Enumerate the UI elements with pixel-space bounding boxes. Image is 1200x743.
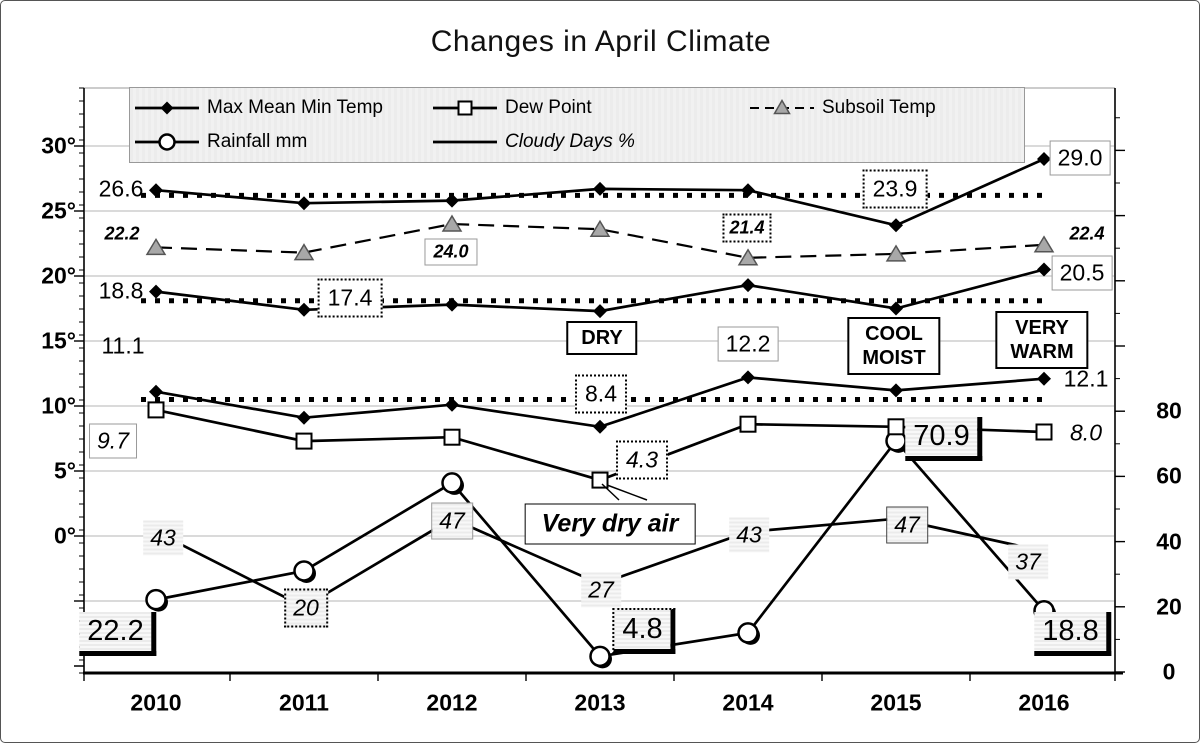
diamond-marker — [1037, 371, 1051, 386]
legend-item-label: Subsoil Temp — [822, 97, 936, 118]
square-marker — [147, 401, 165, 419]
square-marker — [295, 432, 313, 450]
triangle-marker — [293, 243, 315, 261]
series-line-cloudy-days- — [155, 517, 1045, 609]
legend-item-max-mean-min-temp: Max Mean Min Temp — [135, 96, 383, 120]
legend-item-rainfall-mm: Rainfall mm — [135, 130, 307, 154]
diamond-marker — [741, 278, 755, 293]
square-marker — [887, 418, 905, 436]
legend-item-subsoil-temp: Subsoil Temp — [750, 96, 936, 120]
circle-marker — [145, 588, 167, 611]
diamond-marker — [889, 383, 903, 398]
diamond-marker — [445, 193, 459, 208]
diamond-marker — [297, 410, 311, 425]
diamond-marker — [149, 183, 163, 198]
circle-marker — [441, 472, 463, 494]
diamond-marker — [297, 302, 311, 317]
triangle-marker — [441, 214, 463, 232]
legend-item-cloudy-days-: Cloudy Days % — [433, 130, 635, 154]
series-line-min-temp — [155, 376, 1045, 429]
diamond-marker — [1037, 262, 1051, 277]
diamond-legend-icon — [135, 101, 199, 115]
square-legend-icon — [433, 100, 497, 116]
circle-marker — [1033, 599, 1055, 622]
square-marker — [1035, 423, 1053, 441]
diamond-marker — [445, 297, 459, 312]
line-legend-icon — [433, 140, 497, 144]
legend-item-label: Dew Point — [505, 97, 592, 118]
legend-item-label: Max Mean Min Temp — [207, 97, 383, 118]
diamond-marker — [149, 284, 163, 299]
square-marker — [591, 471, 609, 489]
diamond-marker — [741, 183, 755, 198]
triangle-marker — [885, 244, 907, 262]
chart-legend: Max Mean Min Temp Dew Point Subsoil Temp Ra… — [129, 87, 1025, 163]
square-marker — [443, 428, 461, 446]
triangle-marker — [145, 237, 167, 256]
circle-marker — [589, 645, 611, 668]
legend-item-dew-point: Dew Point — [433, 96, 592, 120]
diamond-marker — [741, 370, 755, 385]
diamond-marker — [593, 181, 607, 196]
diamond-marker — [593, 304, 607, 319]
callout-pointer — [601, 483, 620, 501]
triangle-marker — [737, 248, 759, 266]
legend-item-label: Rainfall mm — [207, 131, 308, 152]
triangle-legend-icon — [750, 98, 814, 115]
diamond-marker — [889, 301, 903, 316]
diamond-marker — [1037, 152, 1051, 166]
diamond-marker — [445, 397, 459, 412]
diamond-marker — [889, 218, 903, 233]
diamond-marker — [593, 419, 607, 434]
triangle-marker — [1033, 235, 1055, 253]
diamond-marker — [149, 384, 163, 399]
circle-marker — [737, 622, 759, 644]
diamond-marker — [297, 196, 311, 211]
triangle-marker — [589, 219, 611, 237]
legend-item-label: Cloudy Days % — [505, 131, 635, 152]
circle-marker — [293, 560, 315, 582]
callout-pointer — [606, 484, 648, 501]
circle-legend-icon — [135, 133, 199, 151]
square-marker — [739, 415, 757, 433]
chart-title: Changes in April Climate — [430, 25, 772, 58]
